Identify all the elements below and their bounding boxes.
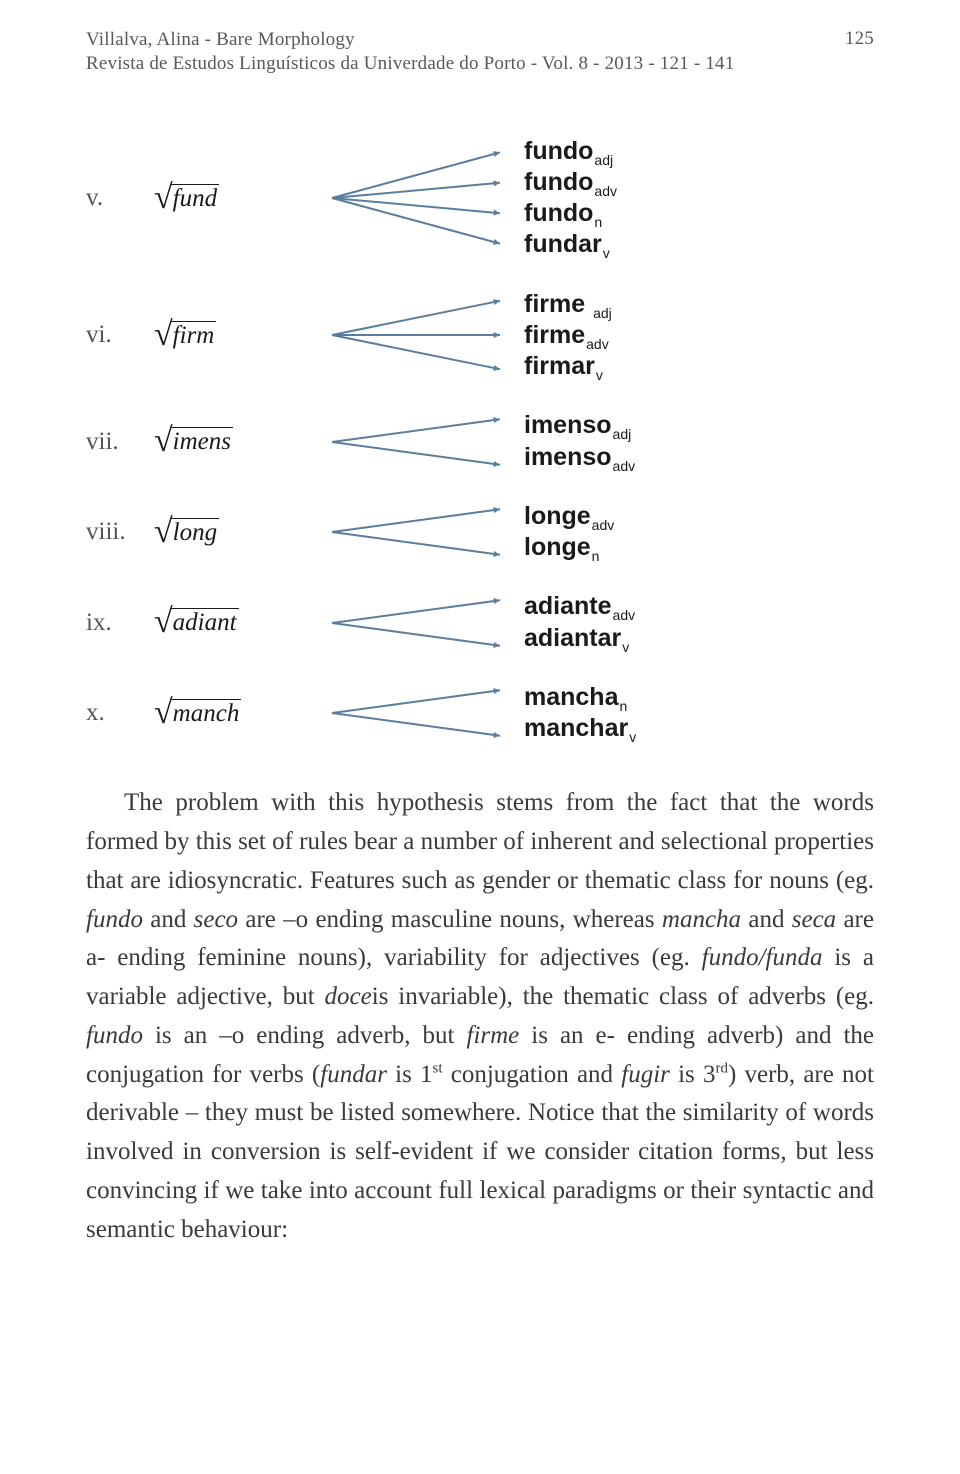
derivation-subscript: v <box>603 245 610 261</box>
root-text: adiant <box>171 608 239 637</box>
derivation-item: fundarv <box>524 229 617 260</box>
derivation-item: fundoadv <box>524 167 617 198</box>
derivation-item: adianteadv <box>524 591 635 622</box>
journal-line: Revista de Estudos Linguísticos da Unive… <box>86 53 734 74</box>
derivation-item: mancharv <box>524 713 636 744</box>
author-title: Villalva, Alina - Bare Morphology <box>86 29 355 50</box>
derivation-base: longe <box>524 533 591 561</box>
arrow-fan <box>314 502 524 562</box>
derivation-base: fundar <box>524 230 602 258</box>
derivation-item: fundoadj <box>524 136 617 167</box>
body-paragraph: The problem with this hypothesis stems f… <box>86 784 874 1249</box>
derivation-base: firmar <box>524 352 595 380</box>
derivation-subscript: v <box>629 729 636 745</box>
example-numeral: ix. <box>86 609 154 637</box>
derivation-base: fundo <box>524 168 593 196</box>
arrow-fan <box>314 138 524 258</box>
derivation-subscript: adj <box>594 152 613 168</box>
example-row: ix.√adiant adianteadvadiantarv <box>86 591 874 654</box>
derivation-item: imensoadv <box>524 442 635 473</box>
example-numeral: v. <box>86 184 154 212</box>
derivation-base: fundo <box>524 199 593 227</box>
root-cell: √manch <box>154 699 314 728</box>
example-row: vi.√firmfirme adjfirmeadvfirmarv <box>86 289 874 383</box>
root-text: manch <box>171 699 242 728</box>
derivation-base: mancha <box>524 683 618 711</box>
examples-block: v.√fundfundoadjfundoadvfundonfundarvvi.√… <box>86 136 874 745</box>
derivation-subscript: adv <box>613 458 636 474</box>
derivation-list: manchanmancharv <box>524 682 636 745</box>
derivation-subscript: n <box>592 548 600 564</box>
root-text: fund <box>171 184 219 213</box>
derivation-item: adiantarv <box>524 623 635 654</box>
derivation-base: fundo <box>524 137 593 165</box>
running-head: Villalva, Alina - Bare Morphology Revist… <box>86 28 874 76</box>
root-cell: √long <box>154 518 314 547</box>
root-text: firm <box>171 321 217 350</box>
arrow-fan <box>314 412 524 472</box>
derivation-item: longeadv <box>524 501 614 532</box>
derivation-item: firmarv <box>524 351 612 382</box>
page-number: 125 <box>845 28 874 50</box>
derivation-subscript: v <box>622 639 629 655</box>
example-row: x.√manch manchanmancharv <box>86 682 874 745</box>
root-cell: √adiant <box>154 608 314 637</box>
derivation-subscript: adv <box>594 183 617 199</box>
derivation-subscript: v <box>596 367 603 383</box>
derivation-list: adianteadvadiantarv <box>524 591 635 654</box>
root-cell: √imens <box>154 427 314 456</box>
derivation-base: manchar <box>524 714 628 742</box>
example-row: viii.√longlongeadvlongen <box>86 501 874 564</box>
derivation-list: firme adjfirmeadvfirmarv <box>524 289 612 383</box>
derivation-base: longe <box>524 502 591 530</box>
root-cell: √fund <box>154 184 314 213</box>
derivation-base: imenso <box>524 443 612 471</box>
derivation-base: adiante <box>524 592 612 620</box>
example-row: v.√fundfundoadjfundoadvfundonfundarv <box>86 136 874 261</box>
derivation-list: longeadvlongen <box>524 501 614 564</box>
derivation-subscript: adv <box>613 607 636 623</box>
derivation-subscript: n <box>619 698 627 714</box>
derivation-list: imensoadjimensoadv <box>524 410 635 473</box>
derivation-subscript: adv <box>586 336 609 352</box>
derivation-subscript: adj <box>613 426 632 442</box>
derivation-base: firme <box>524 321 585 349</box>
example-numeral: vii. <box>86 428 154 456</box>
arrow-fan <box>314 290 524 380</box>
derivation-subscript: n <box>594 214 602 230</box>
derivation-item: firme adj <box>524 289 612 320</box>
arrow-fan <box>314 593 524 653</box>
example-numeral: viii. <box>86 518 154 546</box>
example-numeral: vi. <box>86 321 154 349</box>
derivation-item: fundon <box>524 198 617 229</box>
example-numeral: x. <box>86 699 154 727</box>
example-row: vii.√imensimensoadjimensoadv <box>86 410 874 473</box>
derivation-item: manchan <box>524 682 636 713</box>
derivation-subscript: adj <box>593 305 612 321</box>
arrow-fan <box>314 683 524 743</box>
derivation-list: fundoadjfundoadvfundonfundarv <box>524 136 617 261</box>
derivation-subscript: adv <box>592 517 615 533</box>
root-cell: √firm <box>154 321 314 350</box>
derivation-base: imenso <box>524 411 612 439</box>
root-text: imens <box>171 427 233 456</box>
derivation-item: longen <box>524 532 614 563</box>
derivation-item: imensoadj <box>524 410 635 441</box>
derivation-base: firme <box>524 290 592 318</box>
derivation-item: firmeadv <box>524 320 612 351</box>
derivation-base: adiantar <box>524 624 621 652</box>
root-text: long <box>171 518 219 547</box>
running-head-left: Villalva, Alina - Bare Morphology Revist… <box>86 28 734 76</box>
